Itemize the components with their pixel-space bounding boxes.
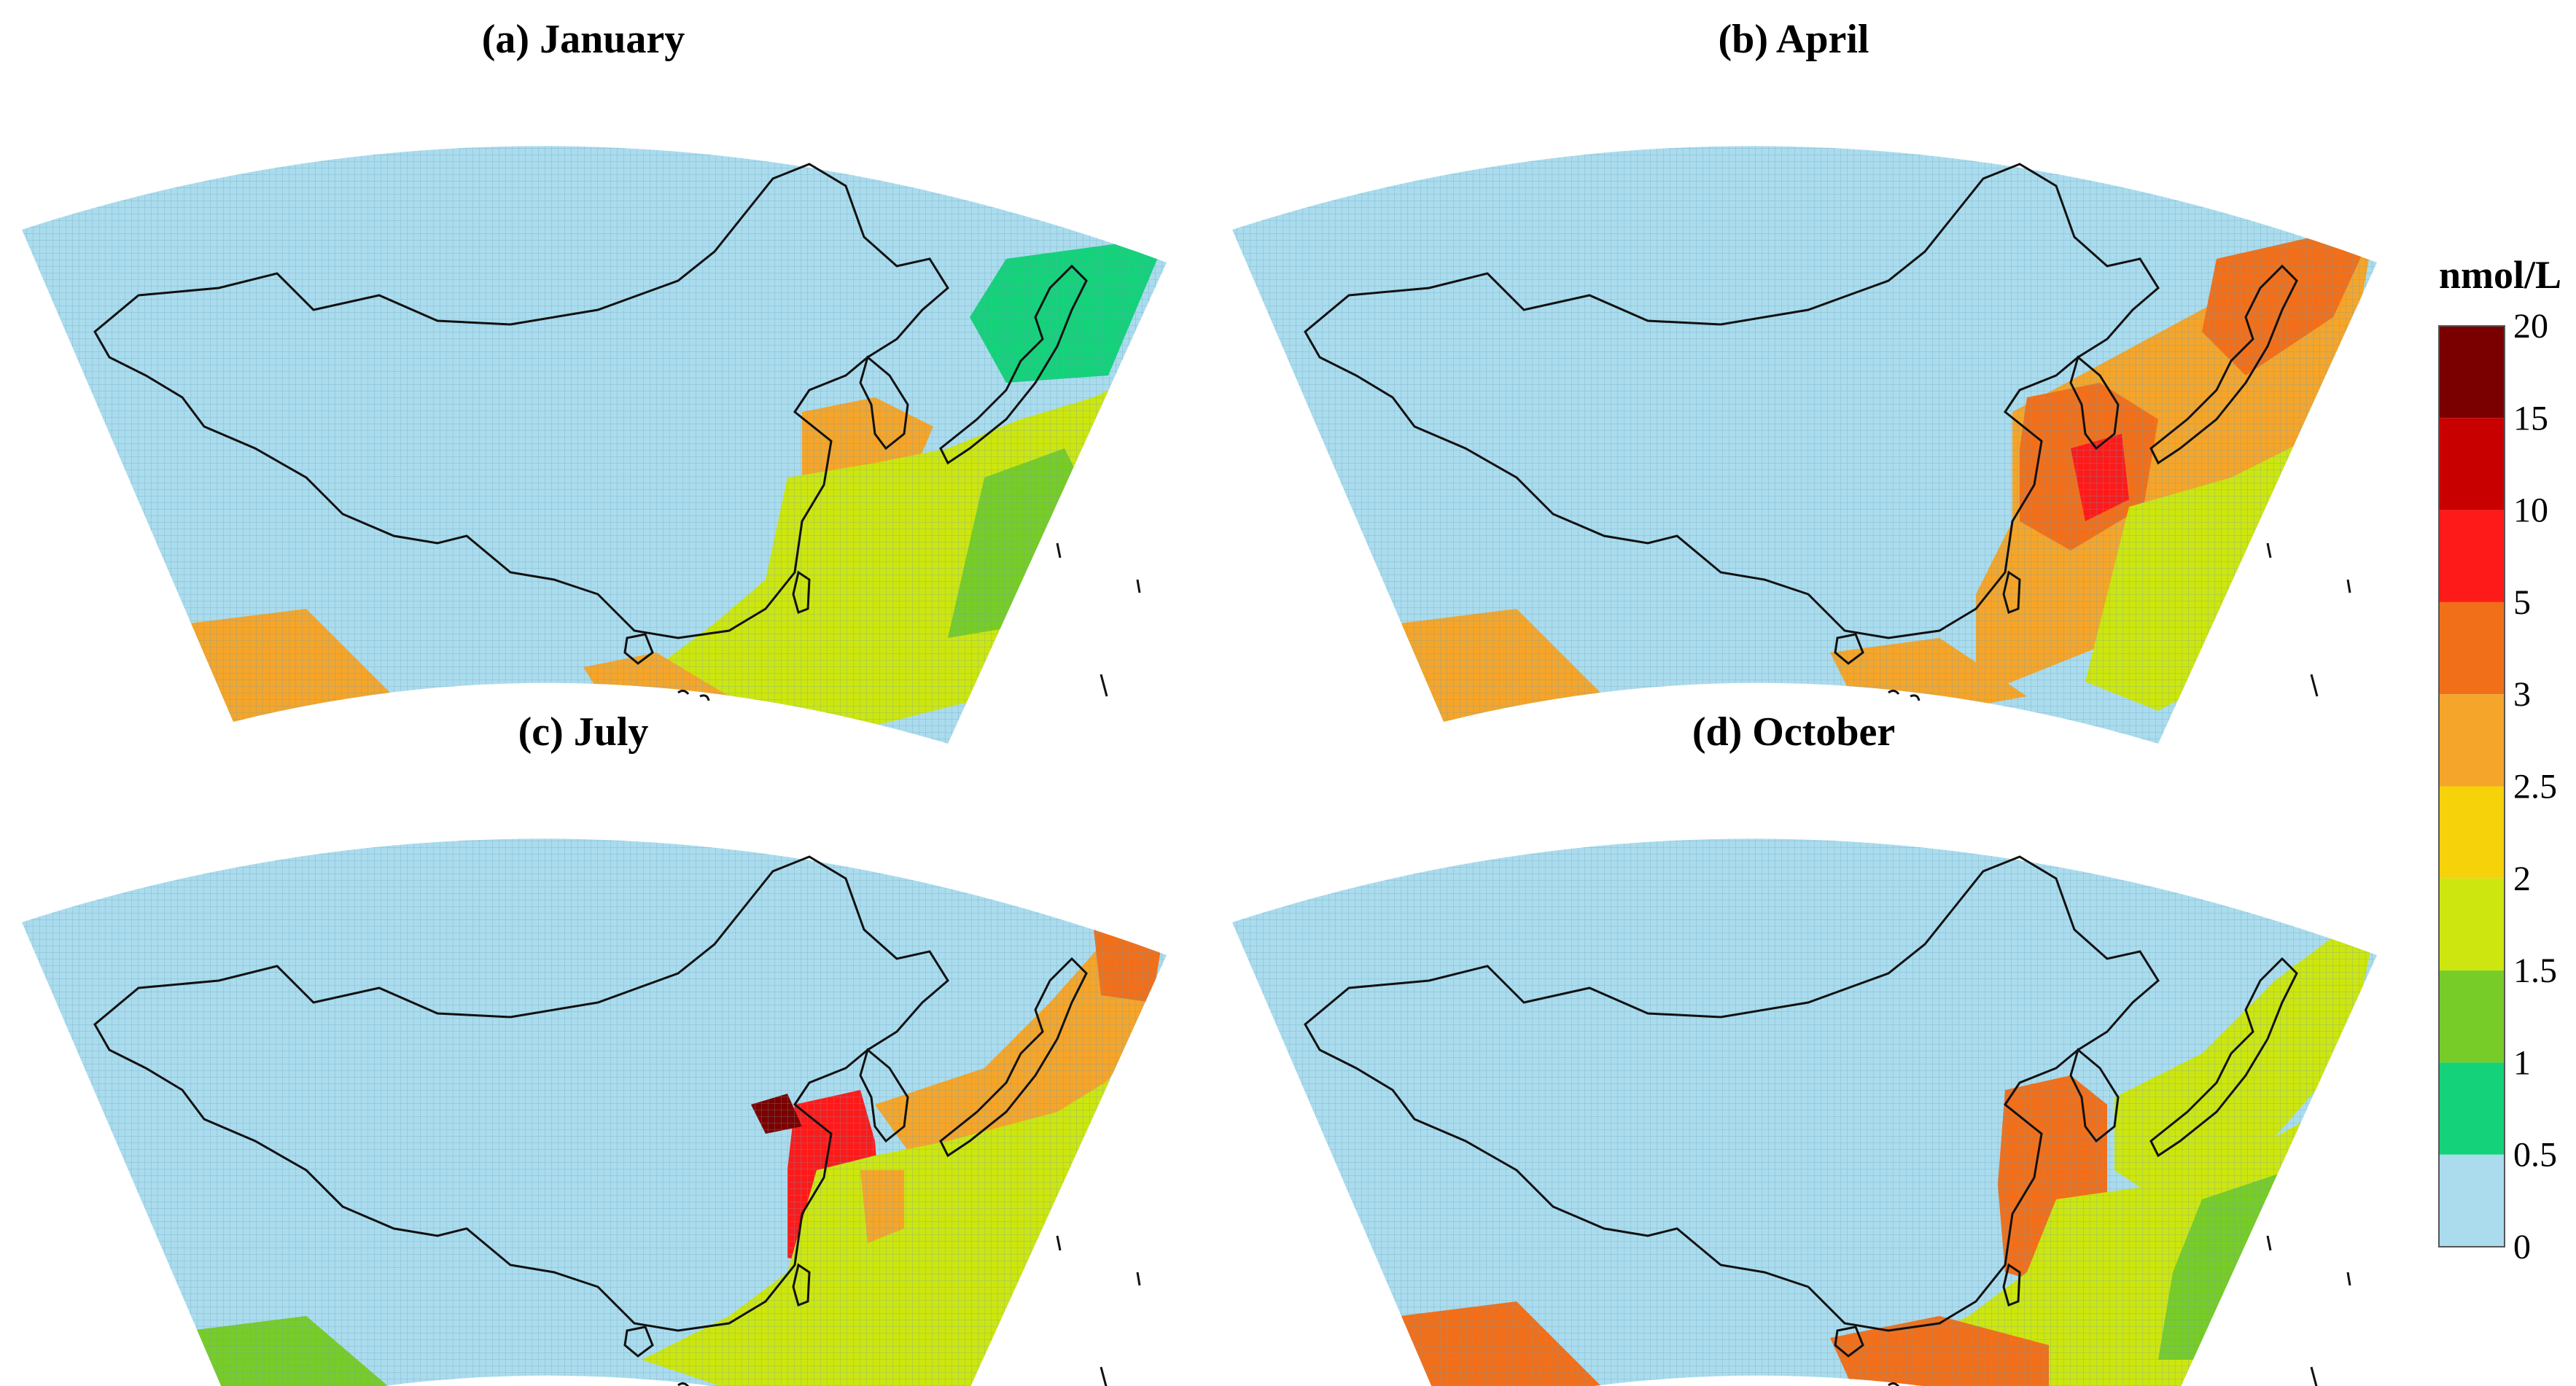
panel-title-october: (d) October: [1692, 709, 1895, 755]
map-april: [1232, 146, 2377, 744]
colorbar-tick-label: 5: [2513, 583, 2531, 622]
colorbar-tick-label: 1.5: [2513, 951, 2557, 990]
colorbar-ticks: 20 15 10 5 3 2.5 2 1.5 1 0.5 0: [2513, 307, 2557, 1266]
colorbar-frame: [2438, 325, 2505, 1247]
colorbar-tick-label: 0.5: [2513, 1136, 2557, 1175]
panel-october: (d) October: [1232, 709, 2377, 1386]
colorbar-swatch: [2439, 418, 2505, 510]
colorbar-swatch: [2439, 1154, 2505, 1247]
panel-title-july: (c) July: [518, 709, 649, 755]
map-january: [22, 146, 1167, 744]
panel-title-april: (b) April: [1719, 17, 1869, 62]
colorbar-tick-label: 2: [2513, 860, 2531, 898]
colorbar-tick-label: 20: [2513, 307, 2548, 346]
colorbar-tick-label: 0: [2513, 1228, 2531, 1266]
colorbar-swatch: [2439, 510, 2505, 602]
colorbar-swatch: [2439, 970, 2505, 1063]
panel-january: (a) January: [22, 17, 1167, 744]
colorbar-swatch: [2439, 786, 2505, 879]
colorbar-tick-label: 10: [2513, 491, 2548, 530]
colorbar: nmol/L 20 15 10 5 3 2.5 2 1.5 1 0.5 0: [2438, 253, 2561, 1266]
panel-title-january: (a) January: [482, 17, 685, 62]
colorbar-swatch: [2439, 694, 2505, 787]
colorbar-tick-label: 15: [2513, 399, 2548, 437]
colorbar-swatch: [2439, 601, 2505, 695]
colorbar-swatch: [2439, 326, 2505, 418]
colorbar-swatches: [2438, 325, 2505, 1247]
colorbar-tick-label: 2.5: [2513, 768, 2557, 806]
panel-july: (c) July: [22, 709, 1167, 1386]
colorbar-tick-label: 1: [2513, 1043, 2531, 1082]
panel-april: (b) April: [1232, 17, 2377, 744]
colorbar-unit: nmol/L: [2439, 253, 2561, 297]
map-october: [1232, 838, 2377, 1386]
colorbar-tick-label: 3: [2513, 675, 2531, 714]
colorbar-swatch: [2439, 878, 2505, 971]
colorbar-swatch: [2439, 1062, 2505, 1155]
map-july: [22, 838, 1167, 1386]
